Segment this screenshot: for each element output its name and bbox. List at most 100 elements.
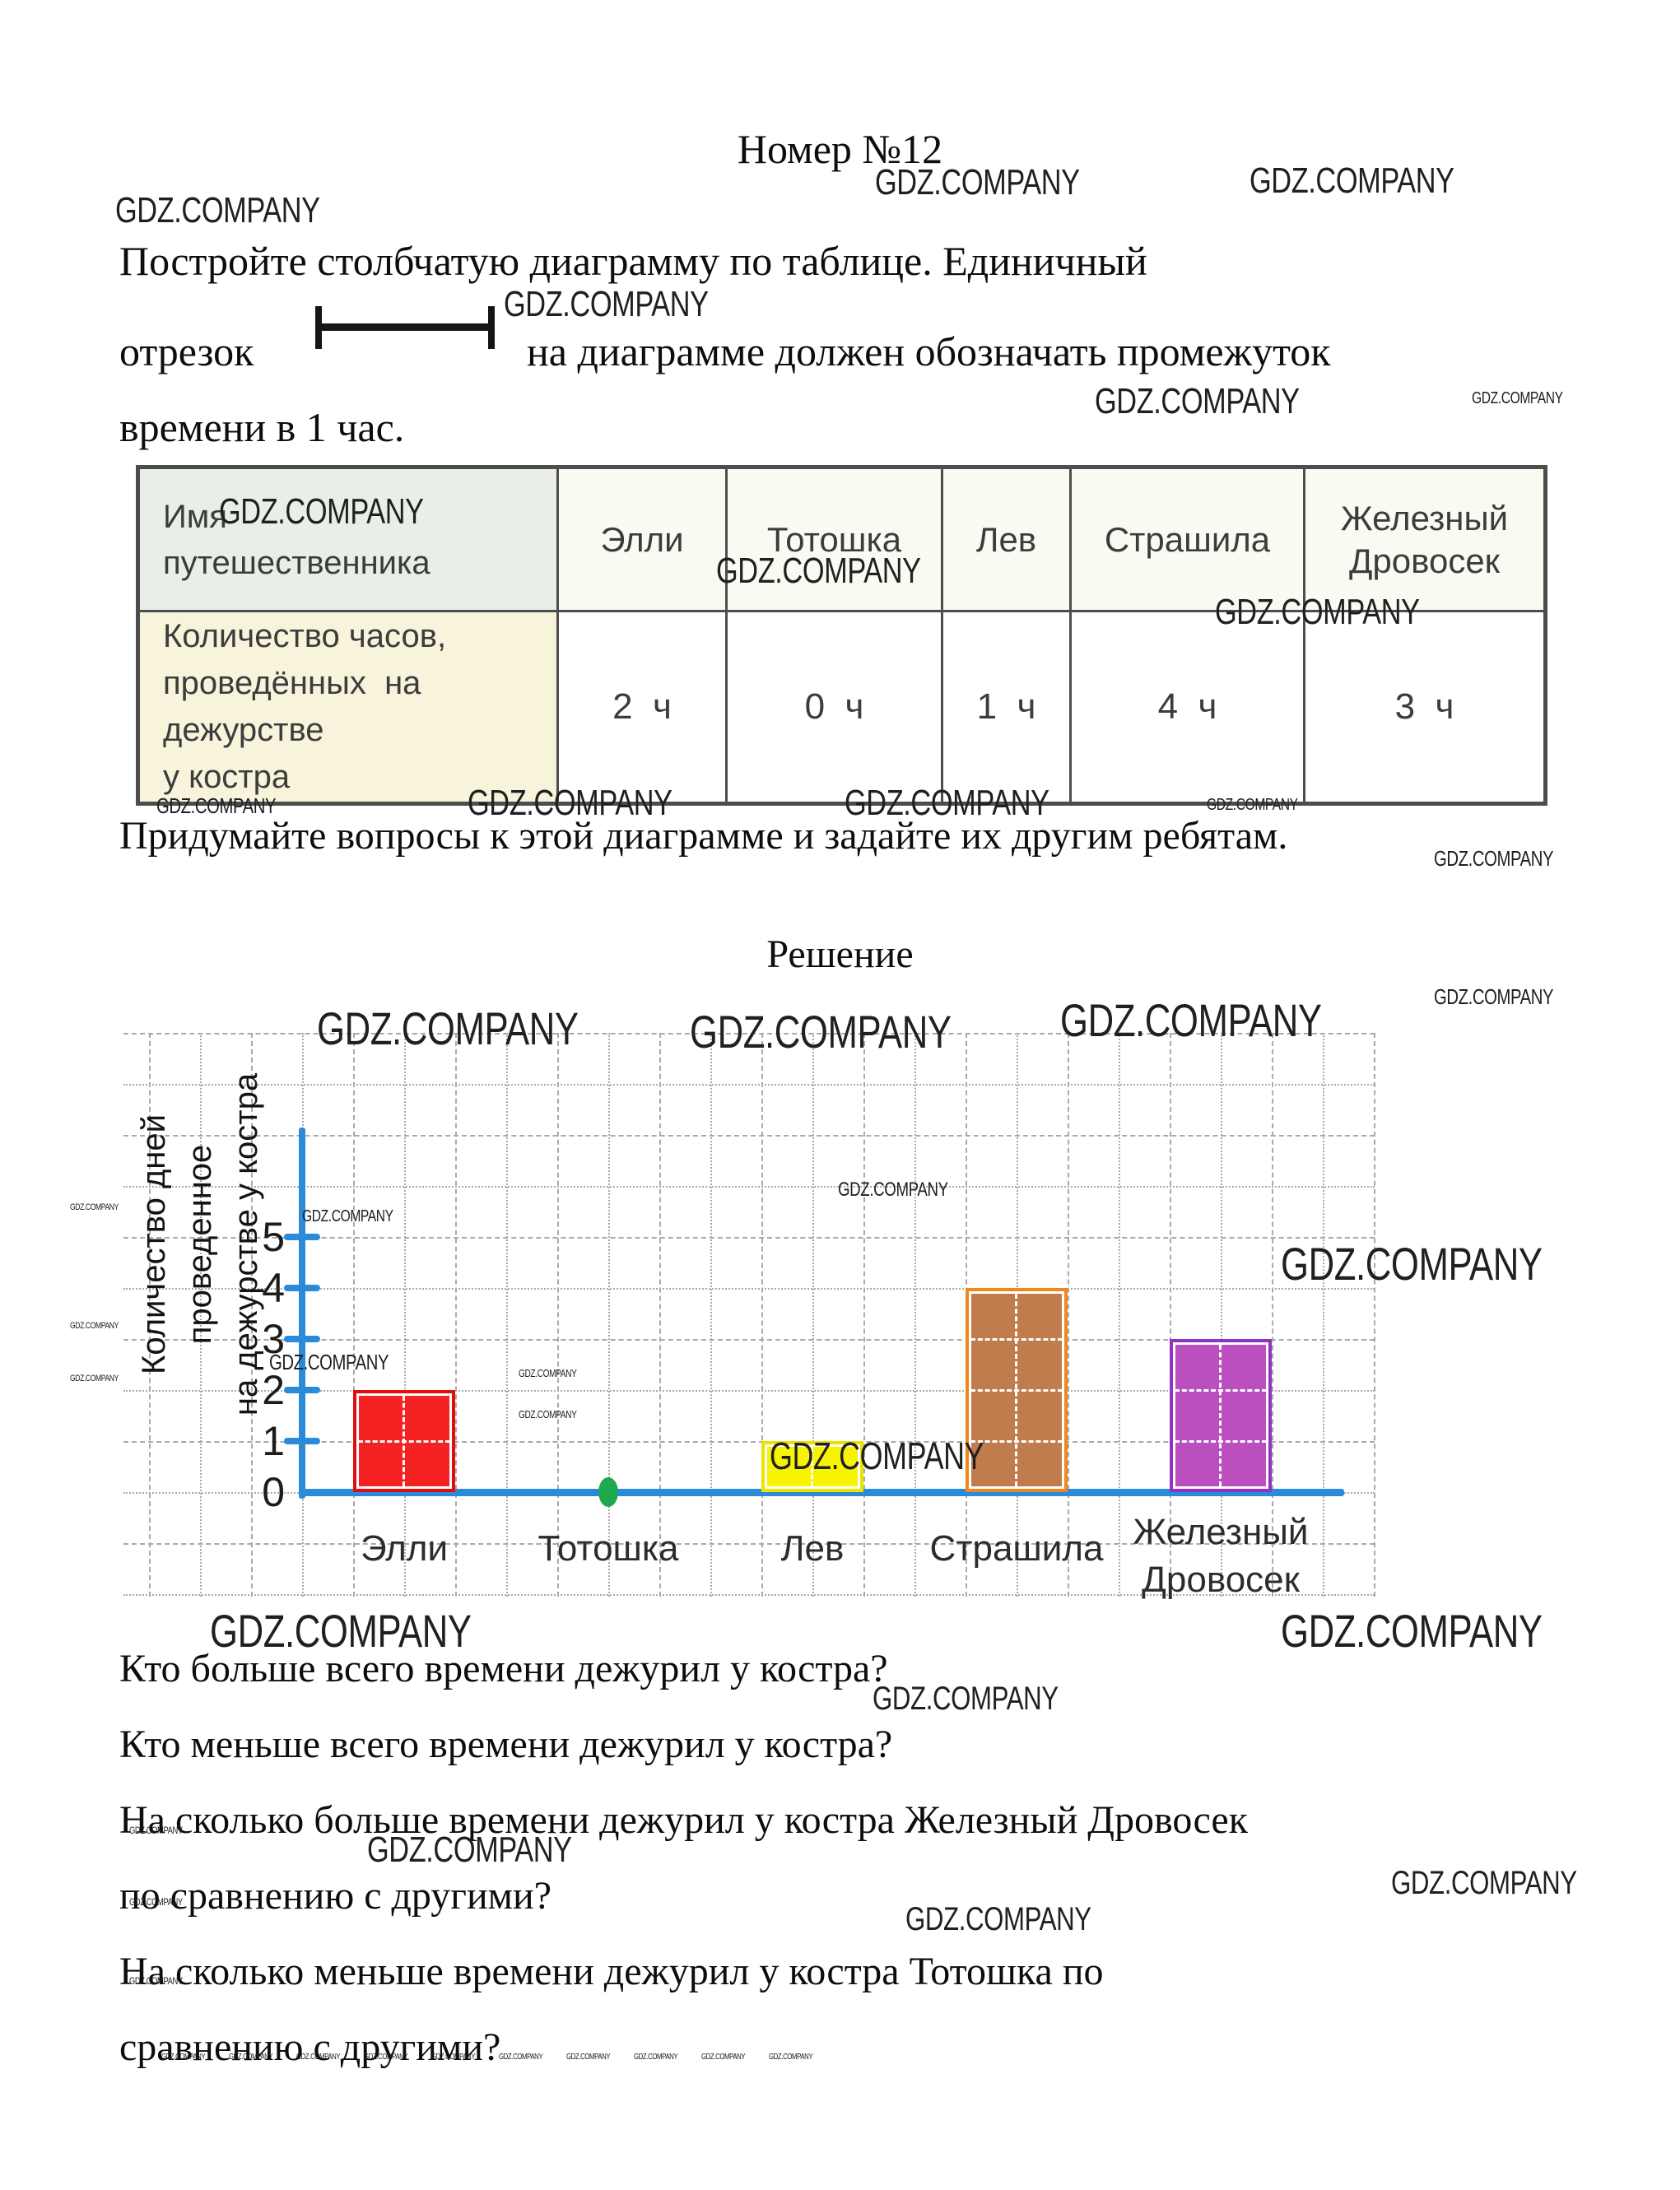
watermark-text: GDZ.COMPANY — [70, 1374, 119, 1383]
grid-line-horizontal — [123, 1135, 1375, 1137]
table-col-header: Железный Дровосек — [1303, 466, 1547, 612]
task-line-2-suffix: на диаграмме должен обозначать промежуто… — [527, 328, 1331, 374]
grid-line-vertical — [506, 1033, 508, 1597]
bar-inner-gridline-vertical — [403, 1396, 405, 1486]
y-tick-label: 3 — [262, 1316, 285, 1362]
task-line-3: времени в 1 час. — [119, 404, 405, 450]
segment-line — [317, 323, 493, 331]
task-line-2-prefix: отрезок — [119, 328, 254, 374]
watermark-text: GDZ.COMPANY — [1391, 1865, 1577, 1901]
x-axis-line — [299, 1489, 1344, 1496]
watermark-text: GDZ.COMPANY — [875, 162, 1080, 202]
bar-inner-gridline-vertical — [1219, 1345, 1222, 1486]
x-category-label: Железный Дровосек — [1133, 1512, 1309, 1600]
watermark-text: GDZ.COMPANY — [770, 1434, 984, 1477]
grid-line-vertical — [149, 1033, 151, 1597]
grid-line-vertical — [1119, 1033, 1120, 1597]
watermark-text: GDZ.COMPANY — [129, 1896, 183, 1908]
table-corner-header: Имя путешественника — [137, 466, 559, 612]
watermark-text: GDZ.COMPANY — [367, 1830, 572, 1870]
y-tick-label: 0 — [262, 1469, 285, 1515]
unit-segment-icon — [315, 306, 495, 349]
watermark-text: GDZ.COMPANY — [1434, 846, 1554, 871]
table-col-header: Страшила — [1069, 466, 1305, 612]
watermark-text: GDZ.COMPANY — [1207, 796, 1298, 814]
y-axis-tick — [284, 1336, 320, 1342]
grid-line-vertical — [1170, 1033, 1171, 1597]
watermark-text: GDZ.COMPANY — [129, 1825, 183, 1836]
watermark-text: GDZ.COMPANY — [229, 2053, 273, 2062]
grid-line-vertical — [863, 1033, 865, 1597]
grid-line-horizontal — [123, 1543, 1375, 1545]
table-value-cell: 0 ч — [725, 610, 943, 805]
question-line: по сравнению с другими? — [119, 1874, 552, 1918]
watermark-text: GDZ.COMPANY — [1095, 381, 1300, 421]
zero-value-dot — [598, 1477, 618, 1507]
watermark-text: GDZ.COMPANY — [364, 2053, 408, 2062]
watermark-text: GDZ.COMPANY — [519, 1367, 577, 1379]
watermark-text: GDZ.COMPANY — [302, 1207, 393, 1225]
y-axis-tick — [284, 1285, 320, 1291]
grid-line-vertical — [761, 1033, 763, 1597]
table-value-cell: 4 ч — [1069, 610, 1305, 805]
y-axis-title: Количество дней проведенное на дежурстве … — [136, 1072, 264, 1416]
table-col-header: Элли — [556, 466, 728, 612]
watermark-text: GDZ.COMPANY — [296, 2053, 341, 2062]
watermark-text: GDZ.COMPANY — [845, 783, 1049, 823]
watermark-text: GDZ.COMPANY — [70, 1321, 119, 1331]
y-axis-tick — [284, 1438, 320, 1444]
x-category-label: Элли — [360, 1528, 449, 1569]
grid-line-vertical — [1221, 1033, 1222, 1597]
watermark-text: GDZ.COMPANY — [1434, 984, 1554, 1009]
watermark-text: GDZ.COMPANY — [873, 1681, 1059, 1717]
watermark-text: GDZ.COMPANY — [690, 1006, 952, 1058]
table-col-header: Лев — [941, 466, 1072, 612]
watermark-text: GDZ.COMPANY — [499, 2053, 543, 2062]
schedule-table: Имя путешественника Элли Тотошка Лев Страшила… — [136, 465, 1547, 806]
watermark-text: GDZ.COMPANY — [519, 1408, 577, 1420]
watermark-text: GDZ.COMPANY — [716, 551, 921, 591]
x-category-label: Лев — [780, 1528, 845, 1569]
page-title: Номер №12 — [737, 126, 943, 172]
watermark-text: GDZ.COMPANY — [156, 793, 277, 818]
table-row-label: Количество часов, проведённых на дежурстве… — [137, 610, 559, 805]
table-value-cell: 1 ч — [941, 610, 1072, 805]
bar-inner-gridline-vertical — [1015, 1294, 1017, 1486]
grid-line-horizontal — [123, 1390, 1375, 1392]
watermark-text: GDZ.COMPANY — [701, 2053, 746, 2062]
question-line: сравнению с другими? — [119, 2025, 501, 2069]
watermark-text: GDZ.COMPANY — [468, 783, 672, 823]
grid-line-horizontal — [123, 1033, 1375, 1035]
watermark-text: GDZ.COMPANY — [317, 1002, 579, 1054]
watermark-text: GDZ.COMPANY — [1281, 1605, 1543, 1657]
watermark-text: GDZ.COMPANY — [1060, 994, 1322, 1046]
watermark-text: GDZ.COMPANY — [905, 1901, 1091, 1937]
bar-inner-gridline-vertical — [811, 1447, 813, 1486]
watermark-text: GDZ.COMPANY — [1250, 160, 1454, 201]
grid-line-vertical — [251, 1033, 253, 1597]
y-axis-tick — [284, 1234, 320, 1240]
watermark-text: GDZ.COMPANY — [566, 2053, 611, 2062]
grid-line-vertical — [812, 1033, 814, 1597]
watermark-text: GDZ.COMPANY — [269, 1350, 389, 1374]
grid-line-vertical — [1323, 1033, 1324, 1597]
watermark-text: GDZ.COMPANY — [129, 1975, 183, 1987]
grid-line-horizontal — [123, 1237, 1375, 1239]
watermark-text: GDZ.COMPANY — [70, 1202, 119, 1212]
grid-line-vertical — [659, 1033, 661, 1597]
grid-line-vertical — [404, 1033, 406, 1597]
x-category-label: Тотошка — [538, 1528, 679, 1569]
watermark-text: GDZ.COMPANY — [504, 284, 709, 324]
grid-line-vertical — [914, 1033, 916, 1597]
grid-line-vertical — [1068, 1033, 1069, 1597]
watermark-text: GDZ.COMPANY — [1281, 1238, 1543, 1290]
grid-line-vertical — [455, 1033, 457, 1597]
grid-line-vertical — [353, 1033, 355, 1597]
task-line-1: Постройте столбчатую диаграмму по таблиц… — [119, 238, 1147, 284]
y-tick-label: 4 — [262, 1265, 285, 1311]
watermark-text: GDZ.COMPANY — [634, 2053, 678, 2062]
grid-line-vertical — [1272, 1033, 1273, 1597]
watermark-text: GDZ.COMPANY — [210, 1605, 472, 1657]
